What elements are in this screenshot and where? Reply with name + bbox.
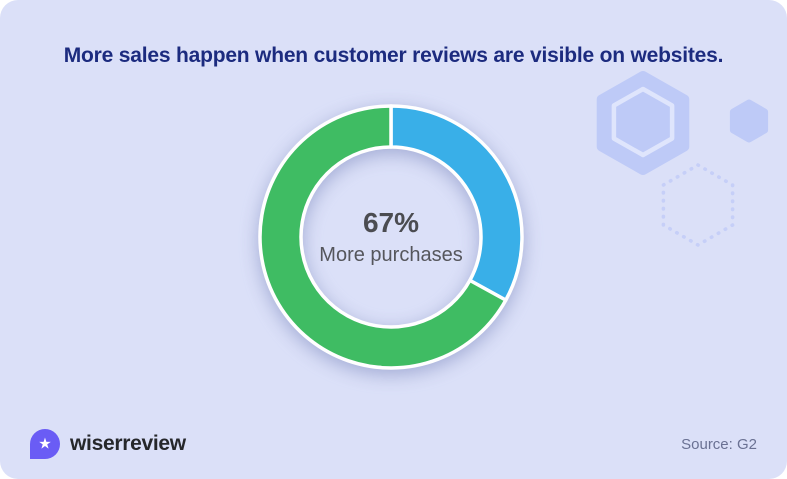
donut-svg bbox=[258, 104, 524, 370]
hexagon-decoration-dotted bbox=[661, 163, 735, 247]
logo-mark: ★ bbox=[30, 429, 60, 459]
donut-chart: 67% More purchases bbox=[241, 87, 541, 387]
brand-name: wiserreview bbox=[70, 432, 186, 455]
donut-segment bbox=[258, 104, 508, 370]
hexagon-decoration-small bbox=[729, 99, 769, 143]
hexagon-decoration-large bbox=[596, 71, 690, 175]
headline: More sales happen when customer reviews … bbox=[63, 44, 724, 67]
source-attribution: Source: G2 bbox=[681, 435, 757, 453]
footer: ★ wiserreview Source: G2 bbox=[0, 429, 787, 459]
wiserreview-logo: ★ wiserreview bbox=[30, 429, 186, 459]
donut-segment bbox=[389, 104, 524, 302]
star-icon: ★ bbox=[38, 434, 52, 452]
